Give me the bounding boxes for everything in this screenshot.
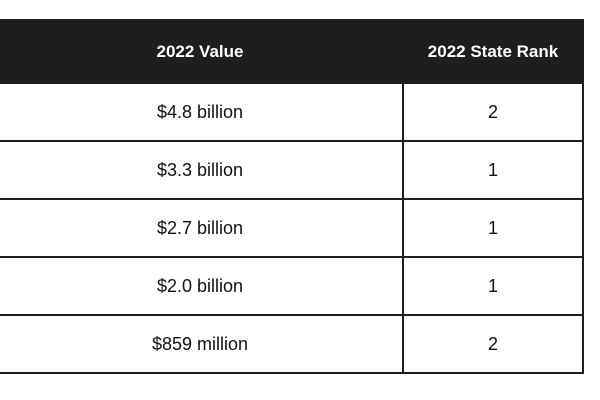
table-body: $4.8 billion 2 $3.3 billion 1 $2.7 billi…: [0, 82, 584, 374]
column-header-2022-value: 2022 Value: [0, 19, 404, 84]
table-row: $2.0 billion 1: [0, 256, 584, 316]
rank-cell: 1: [402, 140, 584, 200]
column-header-2022-state-rank: 2022 State Rank: [402, 19, 584, 84]
value-cell: $2.0 billion: [0, 256, 404, 316]
rank-cell: 1: [402, 256, 584, 316]
table-row: $3.3 billion 1: [0, 140, 584, 200]
table-row: $2.7 billion 1: [0, 198, 584, 258]
table-row: $4.8 billion 2: [0, 82, 584, 142]
table-row: $859 million 2: [0, 314, 584, 374]
rank-cell: 1: [402, 198, 584, 258]
data-table-container: 2022 Value 2022 State Rank $4.8 billion …: [0, 19, 584, 374]
data-table: 2022 Value 2022 State Rank $4.8 billion …: [0, 19, 584, 374]
value-cell: $3.3 billion: [0, 140, 404, 200]
value-cell: $859 million: [0, 314, 404, 374]
value-cell: $4.8 billion: [0, 82, 404, 142]
rank-cell: 2: [402, 314, 584, 374]
rank-cell: 2: [402, 82, 584, 142]
header-row: 2022 Value 2022 State Rank: [0, 19, 584, 84]
table-header: 2022 Value 2022 State Rank: [0, 19, 584, 84]
value-cell: $2.7 billion: [0, 198, 404, 258]
